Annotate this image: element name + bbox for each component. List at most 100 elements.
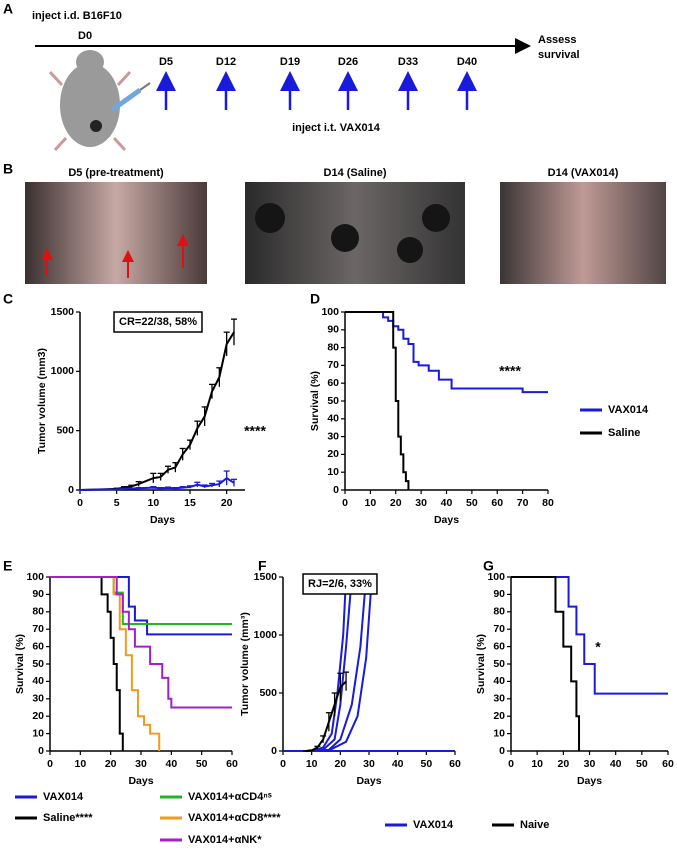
legend-label: VAX014+αCD8****	[188, 812, 281, 824]
y-axis-label: Survival (%)	[475, 634, 487, 694]
survival-curve	[50, 576, 232, 625]
y-axis-label: Survival (%)	[309, 371, 321, 431]
y-tick-label: 90	[32, 588, 44, 600]
x-tick-label: 60	[491, 497, 503, 509]
survival-curve	[511, 576, 581, 751]
y-tick-label: 10	[493, 727, 505, 739]
y-tick-label: 0	[333, 484, 339, 496]
survival-curve	[345, 311, 548, 394]
error-bar	[314, 745, 321, 749]
legend-label: VAX014	[43, 791, 84, 803]
timeline-start: D0	[78, 30, 92, 42]
error-bar	[187, 485, 193, 489]
x-tick-label: 50	[420, 758, 432, 770]
x-tick-label: 50	[196, 758, 208, 770]
photo	[25, 182, 207, 284]
x-tick-label: 40	[610, 758, 622, 770]
x-tick-label: 80	[542, 497, 554, 509]
y-tick-label: 100	[487, 571, 505, 583]
error-bar	[331, 692, 338, 717]
x-axis-label: Days	[150, 514, 175, 526]
mouse-illustration	[48, 50, 151, 152]
error-bar	[179, 486, 186, 489]
y-axis-label: Survival (%)	[14, 634, 26, 694]
error-bar	[343, 671, 350, 691]
survival-curve	[50, 576, 161, 751]
y-tick-label: 0	[499, 745, 505, 757]
growth-curve	[311, 576, 373, 752]
error-bar	[150, 472, 157, 483]
y-tick-label: 50	[493, 658, 505, 670]
legend-label: VAX014	[413, 819, 454, 831]
annotation: CR=22/38, 58%	[119, 316, 197, 328]
y-tick-label: 30	[493, 693, 505, 705]
annotation-box	[302, 573, 378, 595]
treatment-label: inject i.t. VAX014	[292, 122, 381, 134]
x-axis-label: Days	[128, 775, 153, 787]
error-bar	[223, 470, 230, 486]
x-tick-label: 10	[74, 758, 86, 770]
error-bar	[157, 486, 164, 489]
error-bar	[209, 482, 215, 488]
x-tick-label: 10	[147, 497, 159, 509]
x-axis-label: Days	[577, 775, 602, 787]
y-tick-label: 30	[327, 430, 339, 442]
x-tick-label: 60	[449, 758, 461, 770]
survival-curve	[50, 576, 124, 751]
photo-title: D14 (Saline)	[324, 167, 387, 179]
error-bar	[165, 465, 171, 474]
error-bar	[325, 712, 332, 732]
error-bar	[157, 472, 164, 481]
annotation: ****	[244, 423, 266, 439]
error-bar	[128, 484, 135, 488]
dose-label: D5	[159, 56, 173, 68]
legend-label: VAX014	[608, 404, 649, 416]
x-tick-label: 0	[47, 758, 53, 770]
legend-label: Naive	[520, 819, 549, 831]
y-tick-label: 90	[327, 324, 339, 336]
error-bar	[337, 672, 344, 702]
dose-label: D40	[457, 56, 477, 68]
x-tick-label: 20	[334, 758, 346, 770]
y-tick-label: 60	[327, 377, 339, 389]
y-tick-label: 80	[493, 606, 505, 618]
growth-curve	[311, 576, 368, 752]
x-tick-label: 60	[226, 758, 238, 770]
legend-label: VAX014+αNK*	[188, 834, 262, 846]
x-tick-label: 50	[466, 497, 478, 509]
x-tick-label: 60	[662, 758, 674, 770]
survival-curve	[511, 576, 668, 695]
x-tick-label: 50	[636, 758, 648, 770]
x-tick-label: 40	[441, 497, 453, 509]
panel-label: B	[3, 161, 13, 177]
photo-title: D5 (pre-treatment)	[68, 167, 164, 179]
x-tick-label: 40	[165, 758, 177, 770]
x-tick-label: 10	[531, 758, 543, 770]
growth-curve	[79, 331, 235, 491]
photo-title: D14 (VAX014)	[548, 167, 619, 179]
x-tick-label: 0	[342, 497, 348, 509]
y-tick-label: 1000	[51, 365, 75, 377]
error-bar	[209, 383, 215, 399]
error-bar	[320, 735, 327, 743]
error-bar	[135, 481, 142, 487]
x-tick-label: 20	[221, 497, 233, 509]
y-tick-label: 90	[493, 588, 505, 600]
x-axis-label: Days	[434, 514, 459, 526]
y-tick-label: 0	[68, 484, 74, 496]
panel-label: A	[3, 1, 13, 17]
panel-label: C	[3, 291, 13, 307]
x-tick-label: 10	[365, 497, 377, 509]
x-tick-label: 20	[105, 758, 117, 770]
legend-label: Saline	[608, 427, 640, 439]
y-axis-label: Tumor volume (mm3)	[36, 348, 48, 454]
x-tick-label: 20	[390, 497, 402, 509]
error-bar	[201, 406, 208, 426]
error-bar	[194, 420, 201, 436]
error-bar	[231, 318, 237, 346]
panel-label: F	[258, 558, 267, 574]
photo	[500, 182, 666, 284]
y-tick-label: 70	[493, 623, 505, 635]
tumors	[255, 203, 450, 263]
